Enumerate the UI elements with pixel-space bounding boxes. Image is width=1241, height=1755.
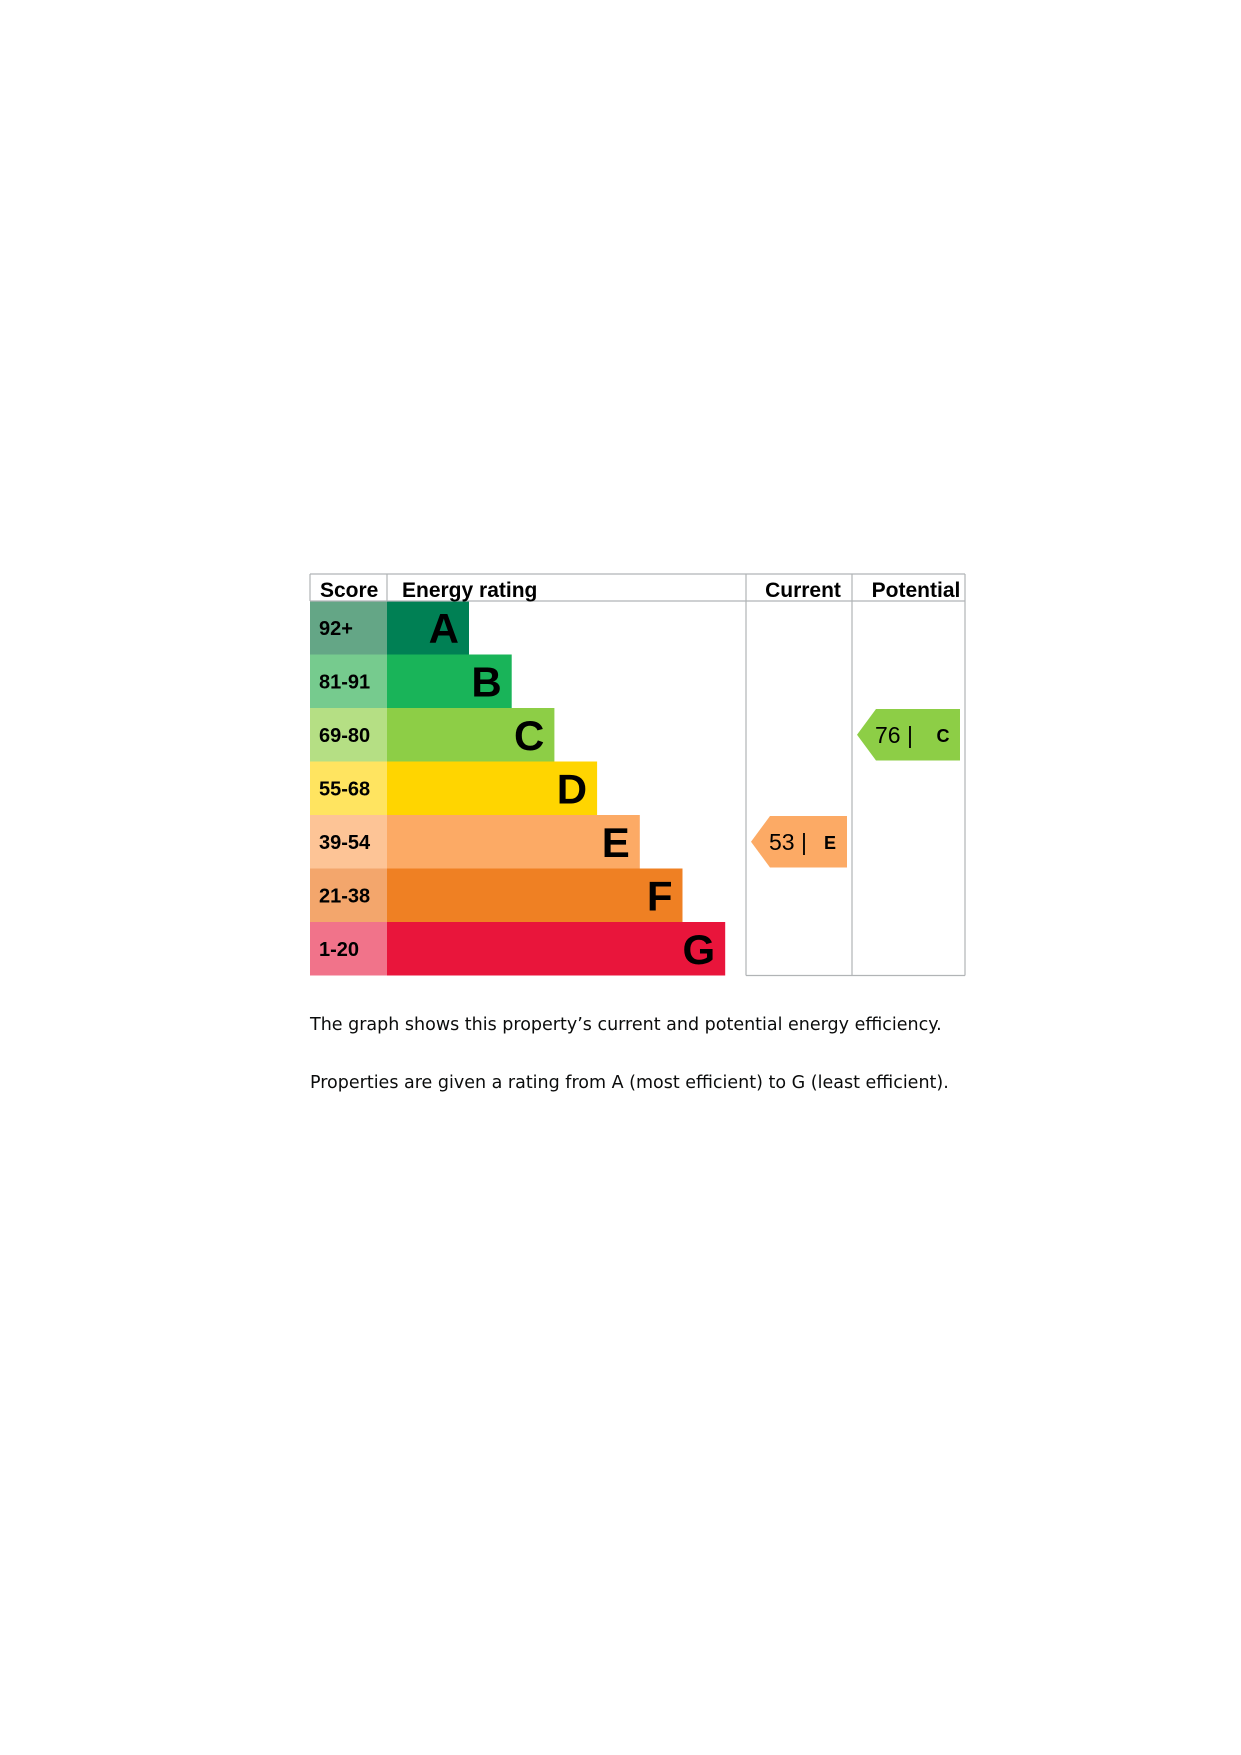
- score-range-b: 81-91: [319, 671, 370, 693]
- rating-letter-b: B: [471, 658, 501, 705]
- score-range-f: 21-38: [319, 885, 370, 907]
- current-rating-letter: E: [824, 833, 836, 853]
- rating-letter-c: C: [514, 712, 544, 759]
- rating-letter-d: D: [557, 765, 587, 812]
- score-cell-d: [310, 761, 387, 815]
- header-score: Score: [320, 579, 378, 602]
- header-energy-rating: Energy rating: [402, 579, 537, 602]
- score-cell-a: [310, 601, 387, 655]
- table-header: Score Energy rating Current Potential: [320, 579, 960, 602]
- table-grid: [309, 573, 966, 977]
- header-potential: Potential: [872, 579, 961, 602]
- rating-indicators: 53 | E 76 | C: [751, 709, 960, 868]
- score-range-c: 69-80: [319, 725, 370, 747]
- current-arrow: [751, 816, 847, 868]
- current-score: 53 |: [769, 829, 807, 855]
- rating-bar-b: [387, 654, 512, 708]
- caption-rating-scale: Properties are given a rating from A (mo…: [310, 1073, 949, 1093]
- score-cell-g: [310, 922, 387, 976]
- potential-rating-letter: C: [937, 726, 950, 746]
- rating-bar-c: [387, 708, 555, 762]
- rating-bar-f: [387, 868, 683, 922]
- caption-current-potential: The graph shows this property’s current …: [310, 1015, 942, 1035]
- potential-arrow: [857, 709, 960, 761]
- score-cell-b: [310, 654, 387, 708]
- rating-letter-a: A: [429, 605, 459, 652]
- score-cell-f: [310, 868, 387, 922]
- score-cell-c: [310, 708, 387, 762]
- score-range-e: 39-54: [319, 832, 371, 854]
- header-current: Current: [765, 579, 841, 602]
- rating-letter-e: E: [602, 819, 630, 866]
- score-range-a: 92+: [319, 618, 353, 640]
- score-cell-e: [310, 815, 387, 869]
- rating-bar-e: [387, 815, 640, 869]
- potential-score: 76 |: [875, 722, 913, 748]
- rating-letter-f: F: [647, 872, 673, 919]
- rating-bands: 92+ A 81-91 B 69-80 C 55-68 D 39-54 E 21-38 F 1-20 G: [310, 601, 726, 976]
- score-range-g: 1-20: [319, 939, 359, 961]
- rating-bar-d: [387, 761, 598, 815]
- rating-letter-g: G: [683, 926, 716, 973]
- score-range-d: 55-68: [319, 778, 370, 800]
- rating-bar-a: [387, 601, 469, 655]
- rating-bar-g: [387, 922, 726, 976]
